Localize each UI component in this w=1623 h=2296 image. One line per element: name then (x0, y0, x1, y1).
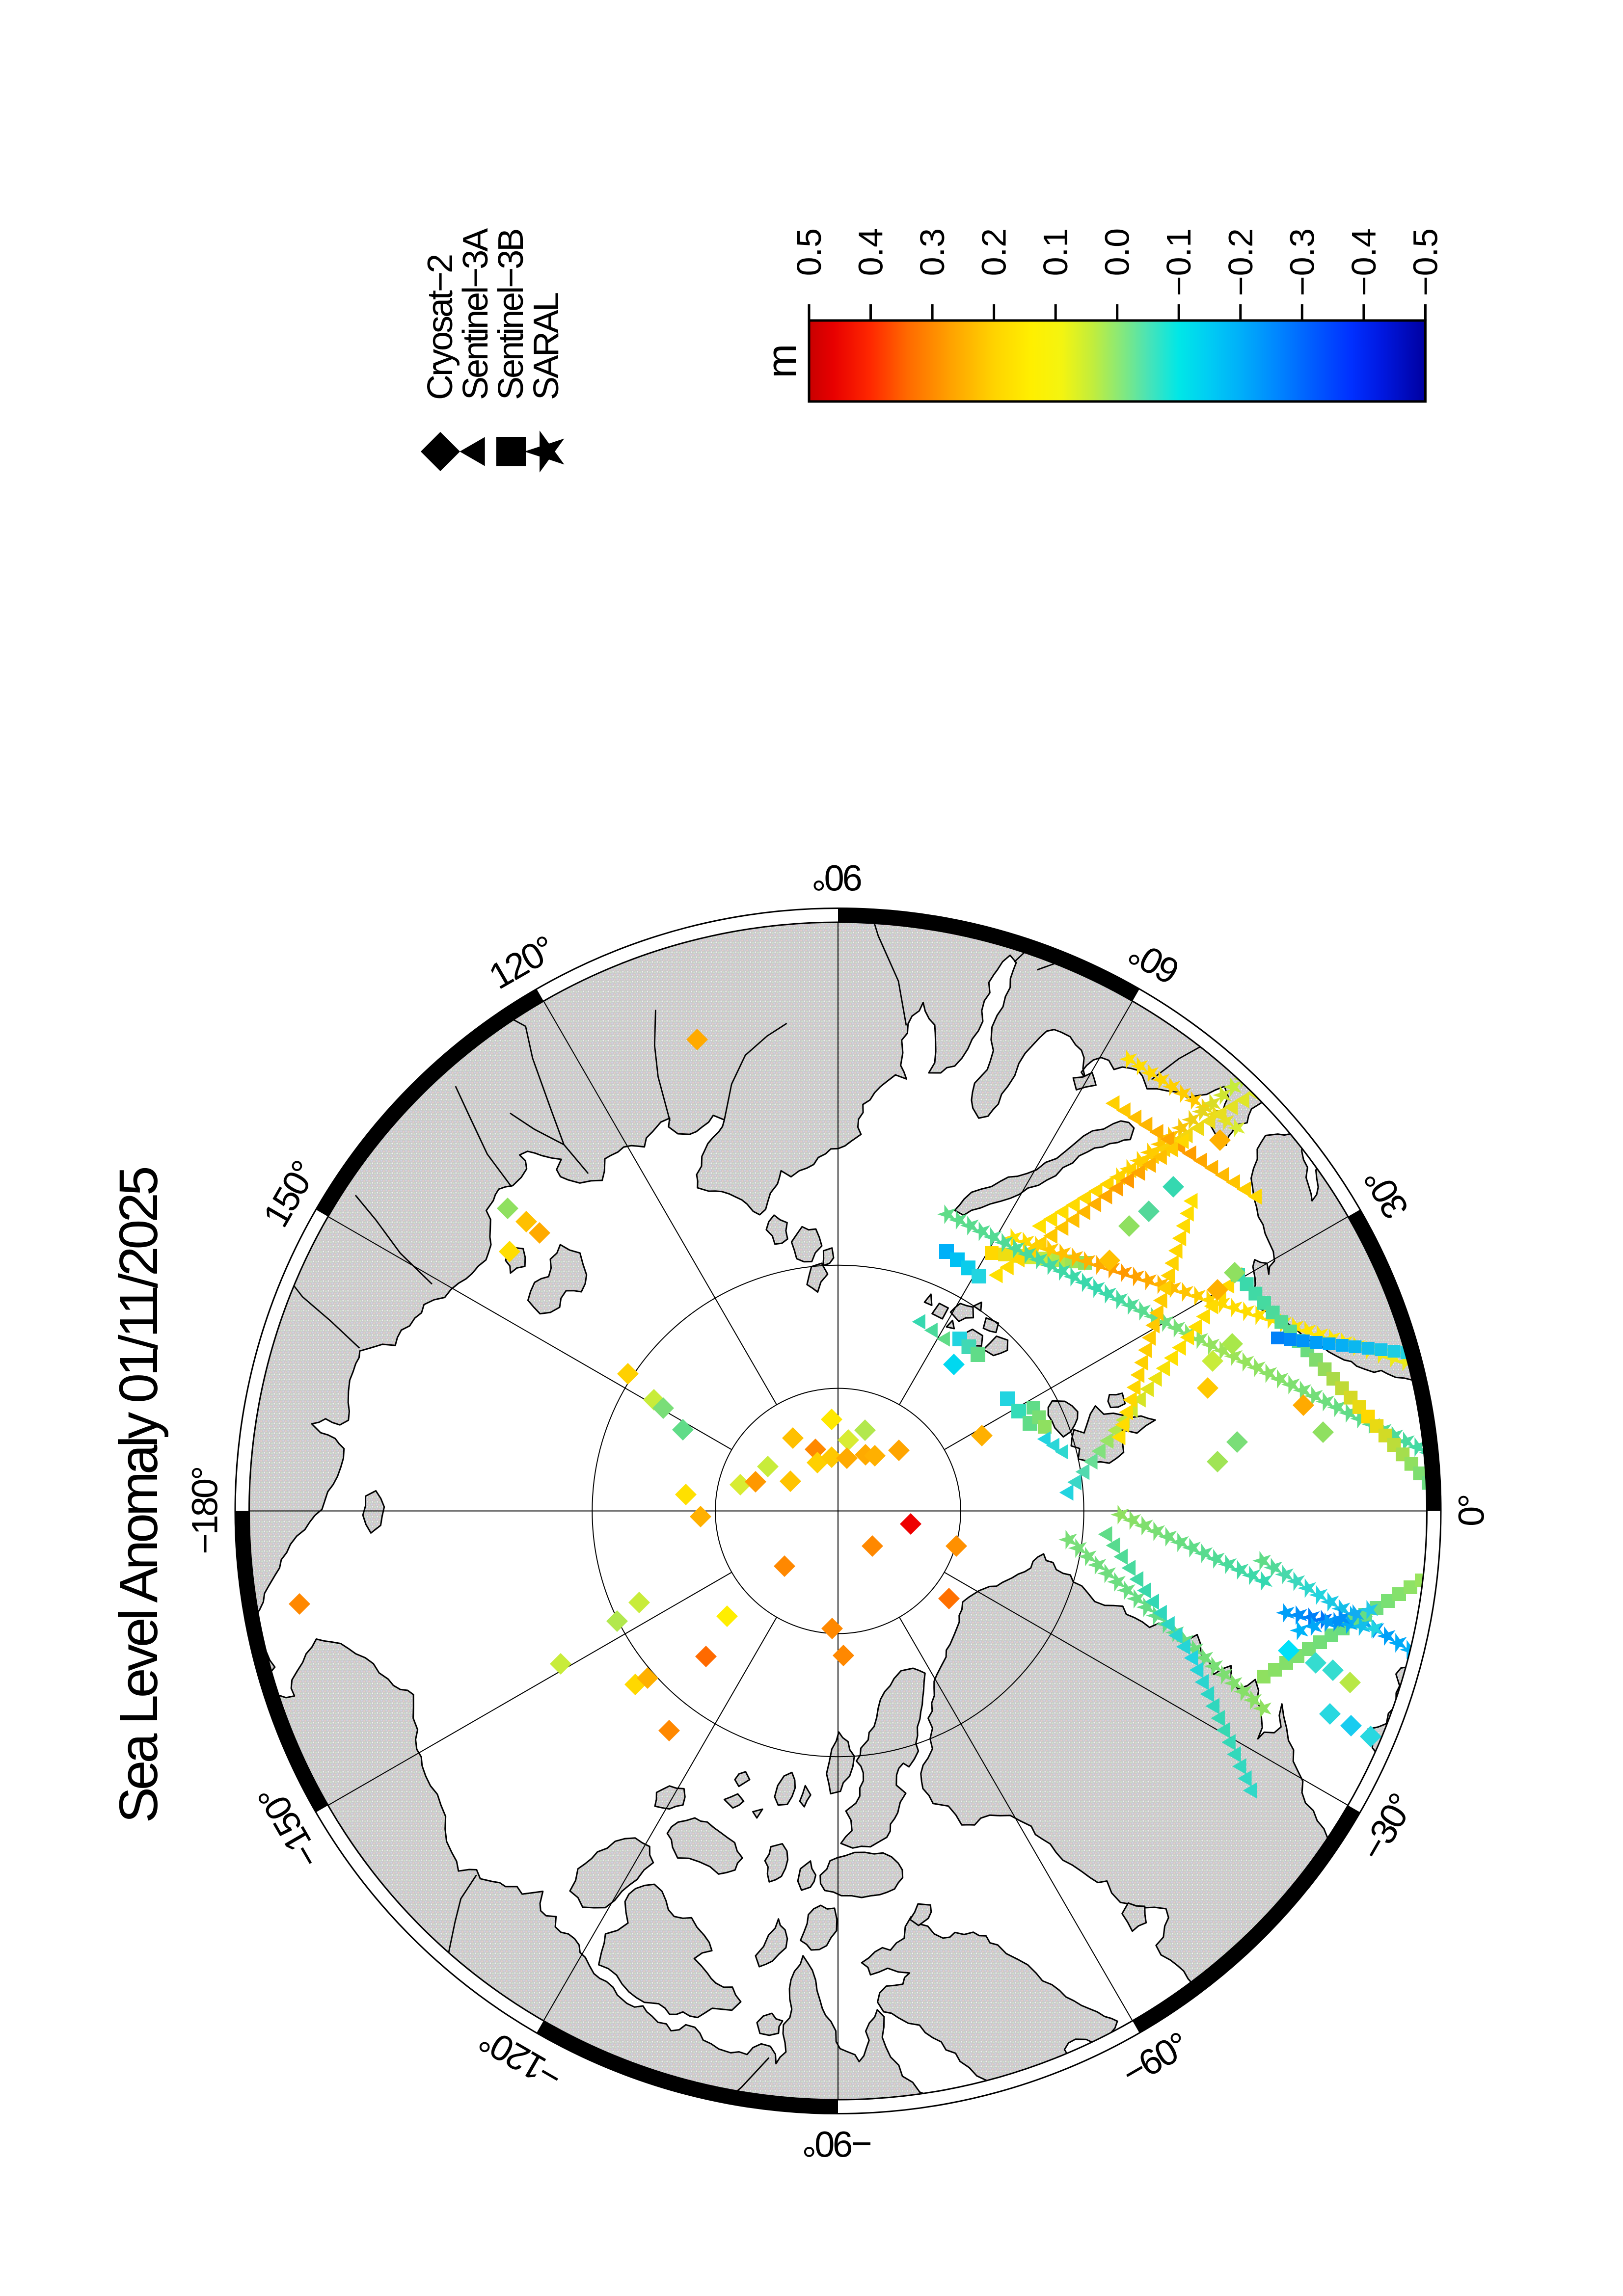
svg-text:0.0: 0.0 (1098, 228, 1136, 276)
svg-text:−180°: −180° (185, 1468, 225, 1554)
svg-text:0.2: 0.2 (975, 228, 1013, 276)
svg-text:0.3: 0.3 (913, 228, 951, 276)
svg-text:−0.1: −0.1 (1160, 228, 1198, 296)
svg-text:Cryosat−2: Cryosat−2 (421, 255, 460, 400)
svg-text:SARAL: SARAL (527, 293, 566, 400)
svg-text:−0.2: −0.2 (1221, 228, 1260, 296)
svg-text:0.4: 0.4 (852, 228, 890, 276)
svg-text:m: m (758, 344, 805, 378)
svg-text:−0.4: −0.4 (1345, 228, 1383, 296)
svg-text:−0.3: −0.3 (1283, 228, 1321, 296)
svg-text:Sea Level Anomaly 01/11/2025: Sea Level Anomaly 01/11/2025 (108, 1168, 169, 1823)
svg-text:−90°: −90° (804, 2124, 872, 2164)
svg-text:0.5: 0.5 (790, 228, 828, 276)
svg-text:90°: 90° (813, 857, 863, 898)
svg-text:0.1: 0.1 (1036, 228, 1075, 276)
svg-text:Sentinel−3B: Sentinel−3B (491, 230, 531, 400)
svg-text:0°: 0° (1451, 1495, 1492, 1526)
svg-text:−0.5: −0.5 (1406, 228, 1444, 296)
svg-text:Sentinel−3A: Sentinel−3A (456, 228, 495, 400)
